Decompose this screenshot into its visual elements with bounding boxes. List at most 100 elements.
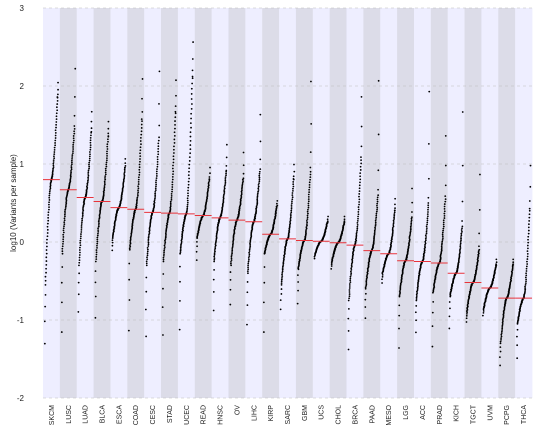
point-sarc xyxy=(289,218,292,220)
point-coad xyxy=(138,168,141,171)
point-acc xyxy=(426,223,428,226)
point-luad xyxy=(90,134,92,137)
point-kirp xyxy=(276,199,279,202)
point-kich xyxy=(448,327,451,330)
point-skcm xyxy=(48,196,51,199)
point-coad xyxy=(139,140,142,142)
point-meso xyxy=(391,231,394,233)
point-luad xyxy=(81,212,84,215)
point-cesc xyxy=(145,276,148,279)
x-tick-label-kirp: KIRP xyxy=(268,405,275,422)
x-tick-label-ucec: UCEC xyxy=(184,405,191,425)
point-acc xyxy=(416,289,419,292)
point-lusc xyxy=(64,215,66,218)
point-meso xyxy=(394,203,396,206)
point-cesc xyxy=(147,238,150,241)
point-acc xyxy=(424,239,427,242)
point-lihc xyxy=(247,264,250,267)
point-lihc xyxy=(247,258,250,261)
x-tick-label-coad: COAD xyxy=(133,405,140,425)
point-ov xyxy=(241,184,244,187)
point-luad xyxy=(88,161,91,164)
point-esca xyxy=(111,244,114,247)
point-gbm xyxy=(306,218,309,221)
point-sarc xyxy=(292,185,295,188)
point-kich xyxy=(461,111,464,113)
point-coad xyxy=(130,234,133,236)
point-stad xyxy=(171,167,174,170)
point-luad xyxy=(90,127,93,130)
band-esca xyxy=(110,8,128,398)
point-brca xyxy=(355,232,358,235)
point-sarc xyxy=(289,219,292,222)
point-gbm xyxy=(307,202,310,205)
x-tick-label-blca: BLCA xyxy=(100,405,107,424)
point-sarc xyxy=(279,299,282,302)
point-luad xyxy=(90,120,93,123)
point-sarc xyxy=(281,275,284,278)
point-gbm xyxy=(296,274,299,277)
point-luad xyxy=(81,219,84,222)
point-lusc xyxy=(61,250,64,253)
point-paad xyxy=(373,235,376,238)
point-paad xyxy=(364,317,367,320)
point-luad xyxy=(86,184,89,186)
point-acc xyxy=(425,225,428,228)
point-blca xyxy=(104,173,107,176)
point-cesc xyxy=(156,165,159,168)
point-stad xyxy=(163,249,166,252)
point-ucec xyxy=(179,246,182,249)
point-read xyxy=(207,181,210,184)
point-lusc xyxy=(69,175,72,178)
point-meso xyxy=(381,278,383,281)
point-cesc xyxy=(156,163,159,166)
point-lusc xyxy=(63,225,65,228)
x-tick-label-lihc: LIHC xyxy=(251,405,258,421)
point-thca xyxy=(526,250,529,253)
point-ov xyxy=(231,251,233,253)
point-paad xyxy=(375,212,378,215)
point-coad xyxy=(137,178,140,181)
point-gbm xyxy=(307,198,310,201)
point-thca xyxy=(525,280,527,283)
point-skcm xyxy=(48,190,51,193)
point-ucec xyxy=(179,245,182,248)
point-sarc xyxy=(280,284,283,286)
point-brca xyxy=(348,283,351,285)
point-luad xyxy=(78,249,81,251)
point-gbm xyxy=(305,229,307,231)
point-ucec xyxy=(181,236,184,239)
point-blca xyxy=(98,214,101,217)
point-brca xyxy=(357,217,359,220)
point-brca xyxy=(356,222,359,224)
x-tick-label-thca: THCA xyxy=(521,405,528,424)
point-sarc xyxy=(291,192,294,194)
point-acc xyxy=(425,229,428,231)
point-lusc xyxy=(73,96,76,98)
point-lusc xyxy=(62,231,65,234)
point-lusc xyxy=(62,229,65,232)
point-lihc xyxy=(257,189,260,191)
point-ucec xyxy=(189,139,192,142)
point-kich xyxy=(459,244,462,246)
point-sarc xyxy=(281,271,284,274)
point-paad xyxy=(365,280,368,283)
point-hnsc xyxy=(213,253,216,256)
point-gbm xyxy=(306,221,309,224)
point-lgg xyxy=(399,291,401,294)
point-ucec xyxy=(191,58,194,60)
point-pcpg xyxy=(501,327,504,330)
point-acc xyxy=(424,237,427,240)
point-gbm xyxy=(307,204,310,207)
x-tick-label-read: READ xyxy=(201,405,208,424)
point-coad xyxy=(140,123,143,126)
point-paad xyxy=(374,224,377,227)
point-meso xyxy=(393,214,396,217)
point-prad xyxy=(443,205,446,208)
point-luad xyxy=(90,110,93,113)
point-prad xyxy=(441,240,444,243)
point-brca xyxy=(351,260,354,262)
point-stad xyxy=(170,192,173,195)
point-tgct xyxy=(479,173,481,176)
point-ucec xyxy=(188,160,191,162)
